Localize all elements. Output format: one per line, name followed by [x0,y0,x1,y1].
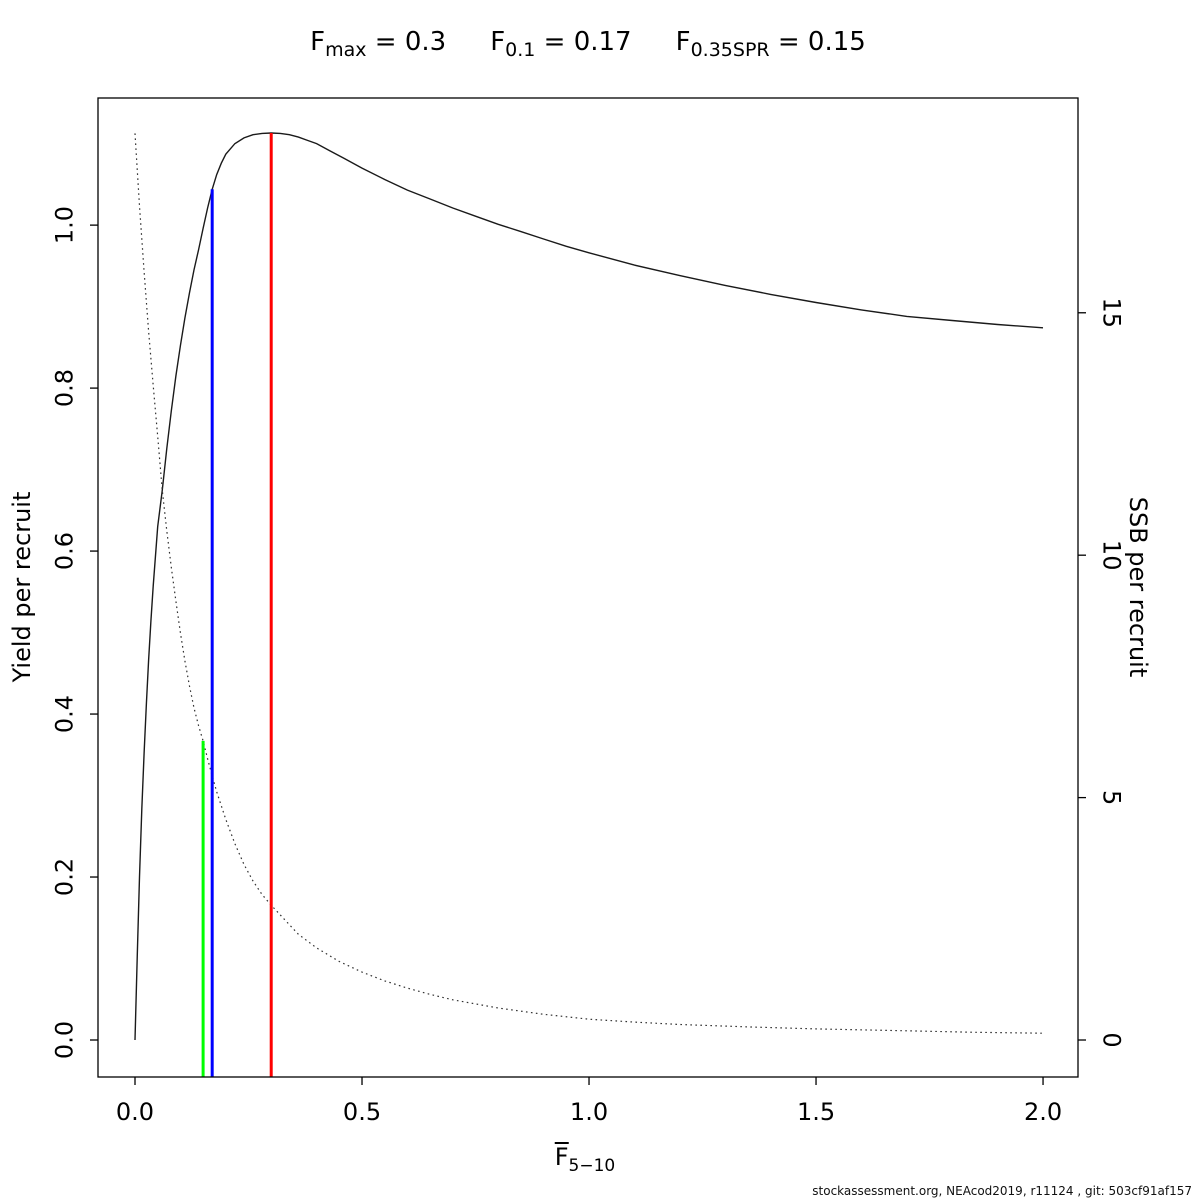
fbar-symbol: F [554,1142,569,1171]
y-left-tick-label: 0.2 [50,858,78,896]
fbar-subscript: 5−10 [568,1155,616,1176]
x-tick-label: 2.0 [1024,1098,1062,1126]
f035spr-value-label: F0.35SPR = 0.15 [675,27,866,62]
y-right-tick-label: 10 [1098,540,1126,571]
plot-box [97,97,1079,1078]
y-left-tick-label: 0.4 [50,695,78,733]
x-tick-label: 1.5 [797,1098,835,1126]
x-tick-label: 0.5 [343,1098,381,1126]
yield-per-recruit-curve [134,132,1044,1041]
y-right-tick-label: 5 [1098,790,1126,805]
ssb-per-recruit-curve [134,133,1044,1034]
y-left-tick-label: 0.6 [50,532,78,570]
y-axis-title-right: SSB per recruit [1124,496,1152,678]
f01-value-label: F0.1 = 0.17 [490,27,632,62]
x-tick-label: 1.0 [570,1098,608,1126]
y-left-tick-label: 0.0 [50,1021,78,1059]
chart-title: Fmax = 0.3 F0.1 = 0.17 F0.35SPR = 0.15 [98,27,1078,62]
fmax-value-label: Fmax = 0.3 [310,27,447,62]
y-right-tick-label: 0 [1098,1032,1126,1047]
x-axis-title: F5−10 [554,1142,615,1174]
x-tick-label: 0.0 [116,1098,154,1126]
y-left-tick-label: 1.0 [50,206,78,244]
y-axis-title-left: Yield per recruit [8,491,36,683]
y-right-tick-label: 15 [1098,298,1126,329]
y-left-tick-label: 0.8 [50,369,78,407]
footer-credit: stockassessment.org, NEAcod2019, r11124 … [812,1184,1192,1198]
